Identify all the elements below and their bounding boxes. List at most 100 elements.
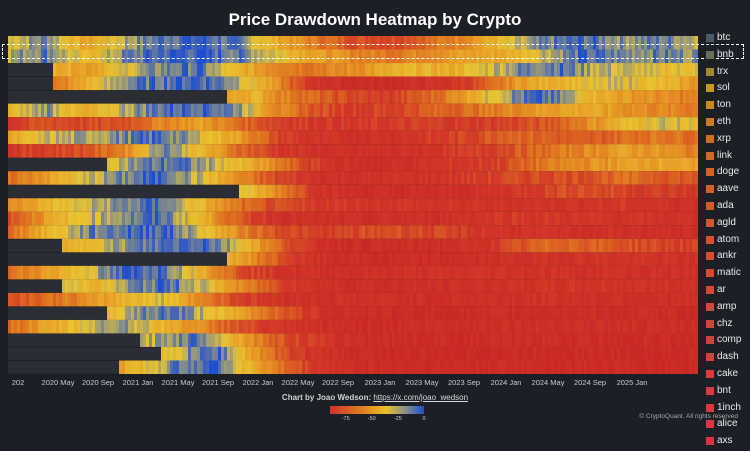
cell-alice bbox=[371, 346, 375, 361]
cell-1inch bbox=[353, 333, 357, 347]
cell-bnt bbox=[395, 319, 399, 334]
cell-doge bbox=[482, 144, 486, 158]
cell-ton bbox=[461, 90, 465, 104]
cell-doge bbox=[470, 144, 474, 158]
cell-matic bbox=[110, 225, 114, 239]
cell-chz bbox=[38, 265, 42, 280]
cell-amp bbox=[494, 252, 498, 266]
cell-1inch bbox=[275, 333, 279, 347]
cell-bnt bbox=[413, 319, 417, 334]
cell-trx bbox=[689, 63, 693, 77]
cell-cake bbox=[566, 306, 570, 320]
cell-matic bbox=[422, 225, 426, 239]
cell-ton bbox=[581, 90, 585, 104]
cell-chz bbox=[209, 265, 213, 280]
cell-matic bbox=[458, 225, 462, 239]
cell-dash bbox=[542, 292, 546, 307]
cell-xrp bbox=[44, 117, 48, 131]
cell-chz bbox=[50, 265, 54, 280]
cell-trx bbox=[683, 63, 687, 77]
cell-bnt bbox=[32, 319, 36, 334]
cell-ton bbox=[494, 90, 498, 104]
cell-chz bbox=[59, 265, 63, 280]
cell-dash bbox=[113, 292, 117, 307]
cell-xrp bbox=[140, 117, 144, 131]
cell-comp bbox=[374, 279, 378, 293]
cell-doge bbox=[14, 144, 18, 158]
cell-ar bbox=[113, 238, 117, 253]
cell-matic bbox=[494, 225, 498, 239]
cell-1inch bbox=[335, 333, 339, 347]
cell-aave bbox=[524, 157, 528, 172]
heatmap-plot[interactable] bbox=[8, 36, 698, 374]
cell-amp bbox=[245, 252, 249, 266]
cell-agld bbox=[479, 184, 483, 199]
cell-chz bbox=[602, 265, 606, 280]
cell-chz bbox=[647, 265, 651, 280]
cell-cake bbox=[479, 306, 483, 320]
cell-ar bbox=[131, 238, 135, 253]
cell-aave bbox=[650, 157, 654, 172]
cell-link bbox=[74, 130, 78, 145]
cell-1inch bbox=[329, 333, 333, 347]
cell-trx bbox=[488, 63, 492, 77]
cell-agld bbox=[503, 184, 507, 199]
cell-dash bbox=[428, 292, 432, 307]
cell-comp bbox=[233, 279, 237, 293]
cell-eth bbox=[575, 103, 579, 118]
cell-doge bbox=[479, 144, 483, 158]
cell-dash bbox=[104, 292, 108, 307]
cell-cake bbox=[239, 306, 243, 320]
cell-amp bbox=[227, 252, 231, 266]
cell-1inch bbox=[419, 333, 423, 347]
cell-ankr bbox=[491, 211, 495, 226]
cell-bnt bbox=[122, 319, 126, 334]
cell-sol bbox=[632, 76, 636, 91]
cell-ankr bbox=[419, 211, 423, 226]
cell-dash bbox=[389, 292, 393, 307]
cell-trx bbox=[314, 63, 318, 77]
cell-doge bbox=[311, 144, 315, 158]
cell-link bbox=[329, 130, 333, 145]
cell-amp bbox=[386, 252, 390, 266]
cell-eth bbox=[311, 103, 315, 118]
cell-ada bbox=[422, 171, 426, 185]
cell-ankr bbox=[458, 211, 462, 226]
cell-ar bbox=[665, 238, 669, 253]
cell-aave bbox=[203, 157, 207, 172]
cell-chz bbox=[464, 265, 468, 280]
cell-dash bbox=[650, 292, 654, 307]
cell-bnt bbox=[326, 319, 330, 334]
cell-cake bbox=[236, 306, 240, 320]
cell-chz bbox=[452, 265, 456, 280]
cell-ada bbox=[656, 171, 660, 185]
cell-ar bbox=[128, 238, 132, 253]
cell-atom bbox=[488, 198, 492, 212]
cell-dash bbox=[314, 292, 318, 307]
cell-doge bbox=[224, 144, 228, 158]
cell-xrp bbox=[638, 117, 642, 131]
cell-chz bbox=[410, 265, 414, 280]
cell-amp bbox=[647, 252, 651, 266]
cell-sol bbox=[272, 76, 276, 91]
cell-comp bbox=[497, 279, 501, 293]
cell-bnt bbox=[521, 319, 525, 334]
cell-eth bbox=[149, 103, 153, 118]
cell-sol bbox=[470, 76, 474, 91]
cell-eth bbox=[203, 103, 207, 118]
cell-ar bbox=[137, 238, 141, 253]
cell-ada bbox=[26, 171, 30, 185]
cell-ada bbox=[215, 171, 219, 185]
cell-atom bbox=[332, 198, 336, 212]
cell-chz bbox=[284, 265, 288, 280]
cell-amp bbox=[470, 252, 474, 266]
cell-doge bbox=[23, 144, 27, 158]
cell-ar bbox=[332, 238, 336, 253]
cell-doge bbox=[590, 144, 594, 158]
cell-ankr bbox=[587, 211, 591, 226]
cell-btc bbox=[116, 36, 120, 50]
cell-matic bbox=[461, 225, 465, 239]
cell-xrp bbox=[266, 117, 270, 131]
cell-atom bbox=[572, 198, 576, 212]
cell-eth bbox=[170, 103, 174, 118]
